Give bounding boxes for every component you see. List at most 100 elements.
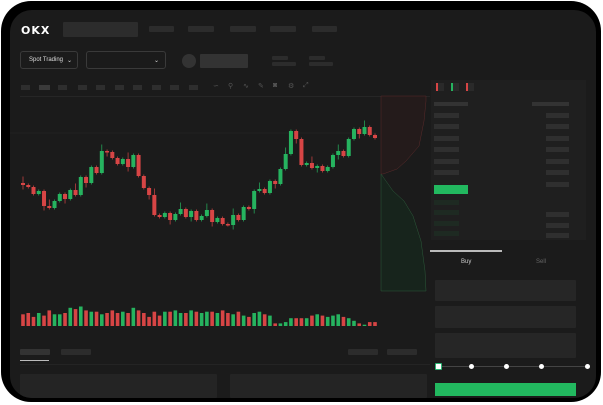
filter-button[interactable] (348, 349, 378, 355)
ask-amount (546, 124, 569, 129)
volume-bar (289, 318, 293, 326)
volume-bar (178, 313, 183, 326)
timeframe-button[interactable] (78, 85, 87, 90)
volume-bar (247, 316, 251, 326)
candle-body (288, 131, 293, 154)
candle-body (162, 213, 167, 217)
nav-item[interactable] (149, 26, 174, 32)
volume-bar (173, 310, 178, 326)
timeframe-button[interactable] (115, 85, 124, 90)
slider-stop-25[interactable] (469, 364, 474, 369)
nav-item[interactable] (312, 26, 337, 32)
candle-body (168, 213, 173, 220)
candle-body (225, 224, 230, 226)
candle-body (320, 166, 325, 171)
total-input[interactable] (435, 333, 576, 358)
amount-slider-handle[interactable] (435, 363, 442, 370)
timeframe-button[interactable] (96, 85, 105, 90)
line-style-icon[interactable]: ∽ (213, 83, 219, 90)
buy-submit-button[interactable] (435, 383, 576, 396)
candlestick-chart[interactable] (10, 10, 596, 398)
candle-body (110, 152, 115, 158)
volume-bar (36, 313, 41, 326)
volume-bar (310, 315, 314, 326)
volume-bar (304, 318, 309, 326)
volume-bar (352, 320, 356, 326)
volume-bar (315, 314, 320, 326)
both-sides-icon[interactable] (436, 83, 444, 91)
volume-bar (115, 313, 120, 326)
pair-selector-dropdown[interactable]: ⌄ (86, 51, 166, 69)
volume-bar (210, 311, 214, 326)
candle-body (105, 151, 110, 153)
timeframe-button[interactable] (21, 85, 30, 90)
candle-body (299, 139, 304, 165)
settings-icon[interactable]: ⚙ (288, 83, 295, 90)
volume-bar (157, 315, 162, 326)
volume-bar (73, 309, 78, 326)
camera-icon[interactable]: ◙ (273, 82, 278, 89)
amount-input[interactable] (435, 306, 576, 328)
spot-trading-dropdown[interactable]: Spot Trading ⌄ (20, 51, 78, 69)
timeframe-button[interactable] (133, 85, 142, 90)
volume-bar (346, 318, 351, 326)
bid-amount (546, 223, 569, 228)
timeframe-button[interactable] (170, 85, 179, 90)
slider-stop-75[interactable] (539, 364, 544, 369)
search-bar[interactable] (63, 22, 138, 37)
indicator-icon[interactable]: ⚲ (228, 83, 234, 90)
volume-bar (268, 315, 272, 326)
candle-body (241, 207, 246, 220)
bid-amount (546, 212, 569, 217)
depth-asks-area (380, 95, 427, 175)
candle-body (204, 210, 209, 216)
chevron-down-icon: ⌄ (153, 57, 159, 64)
volume-bar (184, 313, 188, 326)
candle-body (367, 127, 372, 135)
candle-body (52, 201, 57, 208)
timeframe-button[interactable] (39, 85, 50, 90)
amount-slider-track[interactable] (439, 366, 589, 367)
candle-body (120, 159, 125, 164)
candle-body (84, 177, 89, 183)
candle-body (136, 155, 141, 176)
timeframe-button[interactable] (58, 85, 67, 90)
chevron-down-icon: ⌄ (67, 57, 73, 64)
wave-icon[interactable]: ∿ (243, 83, 249, 90)
nav-item[interactable] (230, 26, 256, 32)
price-input[interactable] (435, 280, 576, 301)
tab-order-history[interactable] (61, 349, 91, 355)
volume-bar (78, 306, 83, 326)
ask-amount (546, 147, 569, 152)
timeframe-button[interactable] (189, 85, 198, 90)
nav-item[interactable] (270, 26, 296, 32)
volume-bar (26, 313, 31, 326)
filter-button[interactable] (387, 349, 417, 355)
candle-body (210, 210, 215, 222)
volume-bar (168, 311, 172, 326)
candle-body (178, 209, 183, 214)
buy-tab[interactable]: Buy (461, 259, 472, 265)
price-display (200, 54, 248, 68)
fullscreen-icon[interactable]: ⤢ (303, 82, 309, 89)
nav-item[interactable] (188, 26, 214, 32)
volume-bar (257, 311, 262, 326)
tab-open-orders[interactable] (20, 349, 50, 355)
bid-price (434, 221, 459, 226)
buy-tab-indicator (430, 250, 502, 252)
candle-body (26, 185, 31, 187)
bids-only-icon[interactable] (451, 83, 459, 91)
timeframe-button[interactable] (152, 85, 161, 90)
bid-price (434, 210, 459, 215)
volume-bar (163, 311, 167, 326)
slider-stop-100[interactable] (585, 364, 590, 369)
candle-body (21, 183, 25, 185)
sell-tab[interactable]: Sell (536, 259, 547, 265)
candle-body (309, 163, 314, 168)
candle-body (89, 167, 94, 183)
slider-stop-50[interactable] (504, 364, 509, 369)
candle-body (147, 188, 152, 195)
last-price (434, 185, 468, 194)
asks-only-icon[interactable] (466, 83, 474, 91)
ruler-icon[interactable]: ✎ (258, 83, 264, 90)
